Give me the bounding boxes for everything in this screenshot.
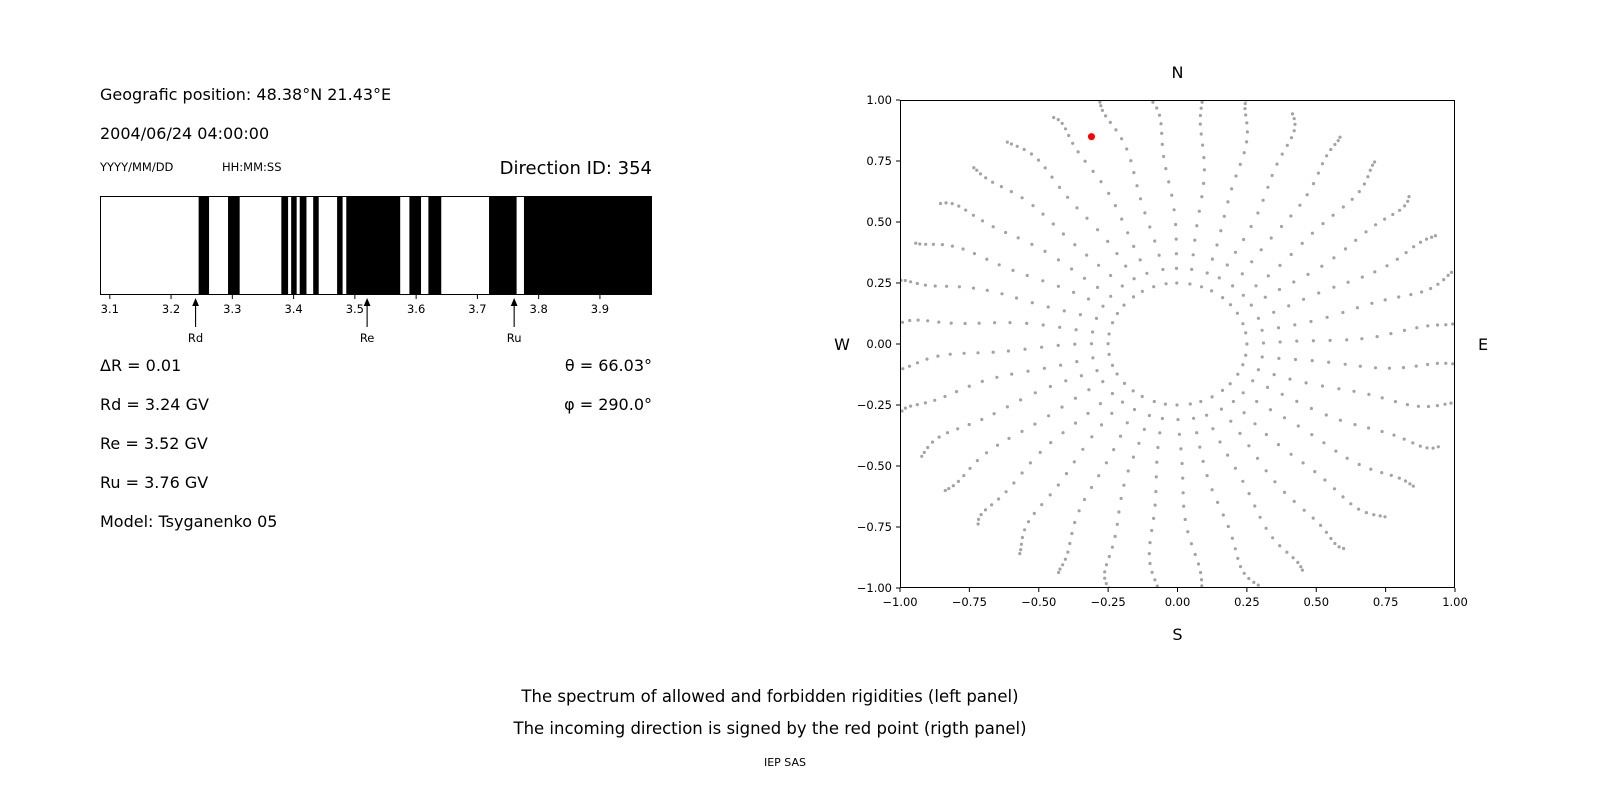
svg-text:−0.25: −0.25 xyxy=(1091,595,1126,609)
rd-value: Rd = 3.24 GV xyxy=(100,395,209,414)
theta-value: θ = 66.03° xyxy=(564,356,652,375)
svg-text:−0.75: −0.75 xyxy=(857,520,892,534)
cutoff-markers: Rd Re Ru xyxy=(188,298,522,345)
south-label: S xyxy=(1172,625,1182,644)
polar-frame xyxy=(900,100,1455,588)
svg-text:3.9: 3.9 xyxy=(591,302,609,316)
allowed-bands xyxy=(198,196,652,295)
incoming-direction-chart: −1.00 −0.75 −0.50 −0.25 0.00 0.25 0.50 0.75 1.00… xyxy=(834,63,1488,644)
polar-x-axis: −1.00 −0.75 −0.50 −0.25 0.00 0.25 0.50 0.75 1.00 xyxy=(882,588,1468,609)
svg-text:Rd: Rd xyxy=(188,331,203,345)
direction-dot-spokes xyxy=(900,100,1455,588)
ru-value: Ru = 3.76 GV xyxy=(100,473,209,492)
svg-text:0.75: 0.75 xyxy=(1373,595,1399,609)
svg-text:0.75: 0.75 xyxy=(866,154,892,168)
direction-id-label: Direction ID: 354 xyxy=(499,158,652,179)
east-label: E xyxy=(1478,335,1488,354)
svg-text:3.4: 3.4 xyxy=(284,302,302,316)
caption-line-1: The spectrum of allowed and forbidden ri… xyxy=(521,687,1019,706)
spectrum-frame xyxy=(100,196,652,295)
phi-value: φ = 290.0° xyxy=(564,395,652,414)
model-label: Model: Tsyganenko 05 xyxy=(100,512,278,531)
svg-text:0.50: 0.50 xyxy=(866,215,892,229)
spectrum-x-axis: 3.1 3.2 3.3 3.4 3.5 3.6 3.7 3.8 3.9 xyxy=(101,295,609,316)
credit-label: IEP SAS xyxy=(763,756,807,769)
svg-text:−1.00: −1.00 xyxy=(882,595,917,609)
svg-text:0.50: 0.50 xyxy=(1303,595,1329,609)
caption-line-2: The incoming direction is signed by the … xyxy=(513,719,1027,738)
svg-text:3.3: 3.3 xyxy=(223,302,241,316)
svg-text:3.5: 3.5 xyxy=(346,302,364,316)
svg-text:1.00: 1.00 xyxy=(866,93,892,107)
datetime-label: 2004/06/24 04:00:00 xyxy=(100,124,270,143)
date-format-hint: YYYY/MM/DD xyxy=(100,160,174,174)
compass-labels: N S W E xyxy=(834,63,1488,644)
re-value: Re = 3.52 GV xyxy=(100,434,208,453)
svg-text:0.00: 0.00 xyxy=(1165,595,1191,609)
svg-text:0.00: 0.00 xyxy=(866,337,892,351)
svg-text:−1.00: −1.00 xyxy=(857,581,892,595)
svg-text:0.25: 0.25 xyxy=(866,276,892,290)
polar-y-axis: 1.00 0.75 0.50 0.25 0.00 −0.25 −0.50 −0.75 −1.00 xyxy=(857,93,900,595)
svg-text:3.1: 3.1 xyxy=(101,302,119,316)
svg-text:Ru: Ru xyxy=(507,331,522,345)
red-incoming-direction-point xyxy=(1087,133,1095,141)
svg-text:−0.25: −0.25 xyxy=(857,398,892,412)
svg-text:3.7: 3.7 xyxy=(468,302,486,316)
svg-text:1.00: 1.00 xyxy=(1442,595,1468,609)
delta-r-value: ΔR = 0.01 xyxy=(100,356,182,375)
svg-text:Re: Re xyxy=(360,331,375,345)
svg-text:0.25: 0.25 xyxy=(1234,595,1260,609)
geo-position-label: Geografic position: 48.38°N 21.43°E xyxy=(100,85,392,104)
svg-text:3.8: 3.8 xyxy=(530,302,548,316)
rigidity-spectrum-chart: 3.1 3.2 3.3 3.4 3.5 3.6 3.7 3.8 3.9 Rd Re Ru xyxy=(100,196,652,345)
svg-text:−0.50: −0.50 xyxy=(857,459,892,473)
svg-text:−0.75: −0.75 xyxy=(952,595,987,609)
north-label: N xyxy=(1172,63,1184,82)
time-format-hint: HH:MM:SS xyxy=(222,160,282,174)
svg-text:3.2: 3.2 xyxy=(162,302,180,316)
svg-text:−0.50: −0.50 xyxy=(1021,595,1056,609)
svg-text:3.6: 3.6 xyxy=(407,302,425,316)
west-label: W xyxy=(834,335,850,354)
